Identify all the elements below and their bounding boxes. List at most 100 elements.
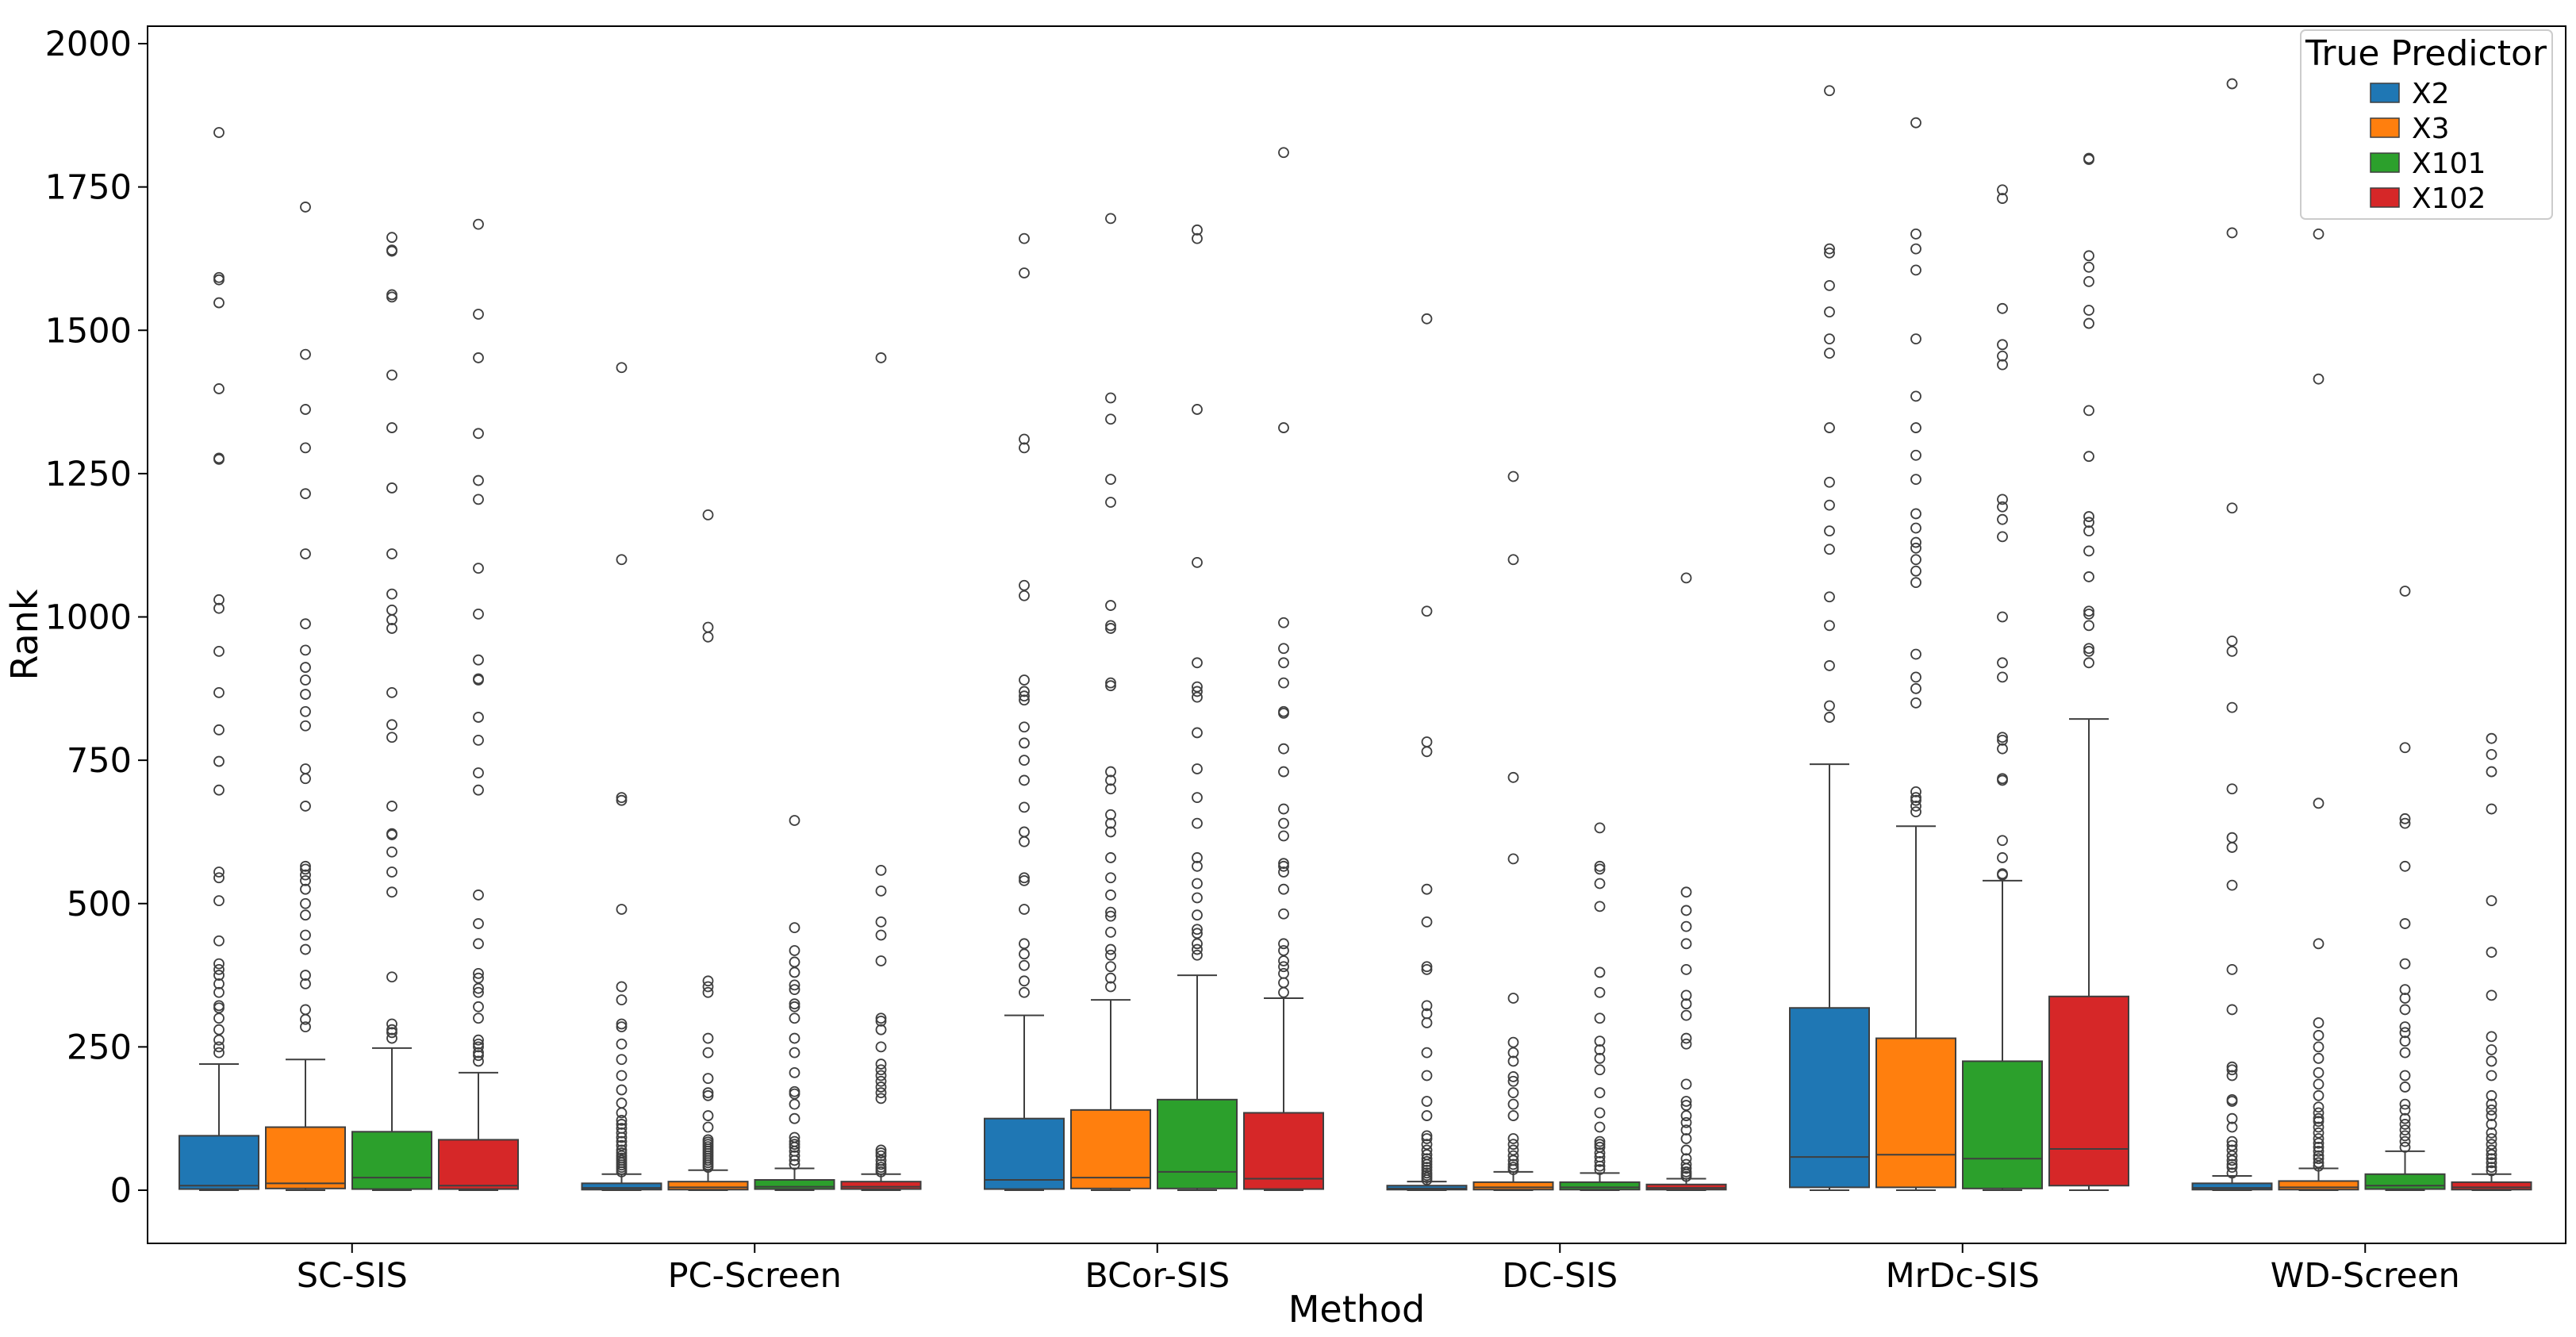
outlier-point xyxy=(1594,1107,1606,1119)
outlier-point xyxy=(1997,611,2008,623)
outlier-point xyxy=(213,958,225,970)
iqr-box xyxy=(2048,995,2129,1187)
outlier-point xyxy=(1680,1124,1692,1136)
outlier-point xyxy=(702,975,714,987)
outlier-point xyxy=(1824,660,1835,671)
outlier-point xyxy=(2399,958,2411,970)
box-X2-BCor-SIS xyxy=(984,232,1065,1191)
outlier-point xyxy=(213,866,225,878)
outlier-point xyxy=(616,554,628,566)
outlier-point xyxy=(1421,736,1433,747)
outlier-point xyxy=(213,1041,225,1053)
outlier-point xyxy=(875,1070,887,1082)
outlier-point xyxy=(2313,1030,2325,1041)
outlier-point xyxy=(300,1004,311,1016)
outlier-point xyxy=(2226,1070,2238,1082)
legend-swatch-X3 xyxy=(2370,117,2400,138)
outlier-point xyxy=(1421,605,1433,617)
outlier-point xyxy=(2399,1112,2411,1124)
outlier-point xyxy=(473,712,484,723)
outlier-point xyxy=(789,1085,800,1097)
iqr-box xyxy=(2191,1182,2273,1191)
outlier-point xyxy=(1019,938,1030,950)
outlier-point xyxy=(1421,916,1433,928)
outlier-point xyxy=(1019,590,1030,601)
outlier-point xyxy=(1105,943,1116,955)
outlier-point xyxy=(386,604,397,616)
outlier-point xyxy=(1192,224,1203,236)
outlier-point xyxy=(2083,152,2094,164)
outlier-point xyxy=(1421,1153,1433,1165)
outlier-point xyxy=(1421,1149,1433,1161)
outlier-point xyxy=(1997,732,2008,743)
outlier-point xyxy=(213,645,225,657)
box-X101-DC-SIS xyxy=(1559,822,1641,1191)
outlier-point xyxy=(1594,1052,1606,1064)
outlier-point xyxy=(473,673,484,685)
outlier-point xyxy=(473,352,484,363)
outlier-point xyxy=(1105,910,1116,922)
outlier-point xyxy=(1019,874,1030,886)
outlier-point xyxy=(300,202,311,213)
outlier-point xyxy=(300,488,311,500)
outlier-point xyxy=(1824,712,1835,723)
outlier-point xyxy=(2486,1165,2497,1177)
outlier-point xyxy=(473,967,484,979)
outlier-point xyxy=(702,1089,714,1101)
outlier-point xyxy=(2486,1104,2497,1116)
outlier-point xyxy=(1680,886,1692,898)
outlier-point xyxy=(789,1150,800,1162)
x-tick-label: PC-Screen xyxy=(668,1256,842,1296)
outlier-point xyxy=(2083,511,2094,522)
x-axis: SC-SIS PC-Screen BCor-SIS DC-SIS MrDc-SIS WD-… xyxy=(297,1243,2460,1296)
outlier-point xyxy=(875,1024,887,1035)
outlier-point xyxy=(875,1015,887,1027)
outlier-point xyxy=(2313,1121,2325,1133)
outlier-point xyxy=(1594,822,1606,834)
box-X101-BCor-SIS xyxy=(1157,224,1238,1191)
outlier-point xyxy=(213,127,225,138)
outlier-point xyxy=(2083,305,2094,316)
outlier-point xyxy=(875,352,887,363)
outlier-point xyxy=(2226,783,2238,795)
outlier-point xyxy=(1278,817,1289,829)
outlier-point xyxy=(1507,1139,1519,1151)
y-tick-label: 1250 xyxy=(45,455,132,494)
outlier-point xyxy=(1910,522,1921,534)
outlier-point xyxy=(1192,657,1203,669)
legend-swatch-X2 xyxy=(2370,83,2400,103)
outlier-point xyxy=(1105,620,1116,632)
outlier-point xyxy=(1507,1144,1519,1156)
outlier-point xyxy=(2486,1157,2497,1169)
outlier-point xyxy=(2486,1153,2497,1165)
outlier-point xyxy=(1680,963,1692,975)
iqr-box xyxy=(351,1131,432,1190)
outlier-point xyxy=(2486,1031,2497,1043)
outlier-point xyxy=(875,1162,887,1173)
outlier-point xyxy=(213,970,225,981)
outlier-point xyxy=(1680,1009,1692,1021)
outlier-point xyxy=(2083,620,2094,632)
outlier-point xyxy=(2399,1047,2411,1058)
outlier-point xyxy=(1824,620,1835,632)
outlier-point xyxy=(1421,961,1433,973)
outlier-point xyxy=(1824,700,1835,712)
plot-frame xyxy=(147,25,2566,1244)
outlier-point xyxy=(1105,852,1116,863)
outlier-point xyxy=(1910,697,1921,709)
outlier-point xyxy=(1680,1078,1692,1090)
box-X102-PC-Screen xyxy=(840,352,922,1191)
outlier-point xyxy=(1824,525,1835,537)
outlier-point xyxy=(1594,1141,1606,1153)
box-X101-MrDc-SIS xyxy=(1962,184,2043,1191)
outlier-point xyxy=(386,732,397,743)
outlier-point xyxy=(1278,866,1289,878)
outlier-point xyxy=(1105,677,1116,689)
outlier-point xyxy=(2313,1112,2325,1124)
outlier-point xyxy=(2399,817,2411,829)
outlier-point xyxy=(1680,1133,1692,1144)
outlier-point xyxy=(1019,579,1030,591)
outlier-point xyxy=(1278,961,1289,973)
outlier-point xyxy=(616,1144,628,1156)
outlier-point xyxy=(473,654,484,666)
